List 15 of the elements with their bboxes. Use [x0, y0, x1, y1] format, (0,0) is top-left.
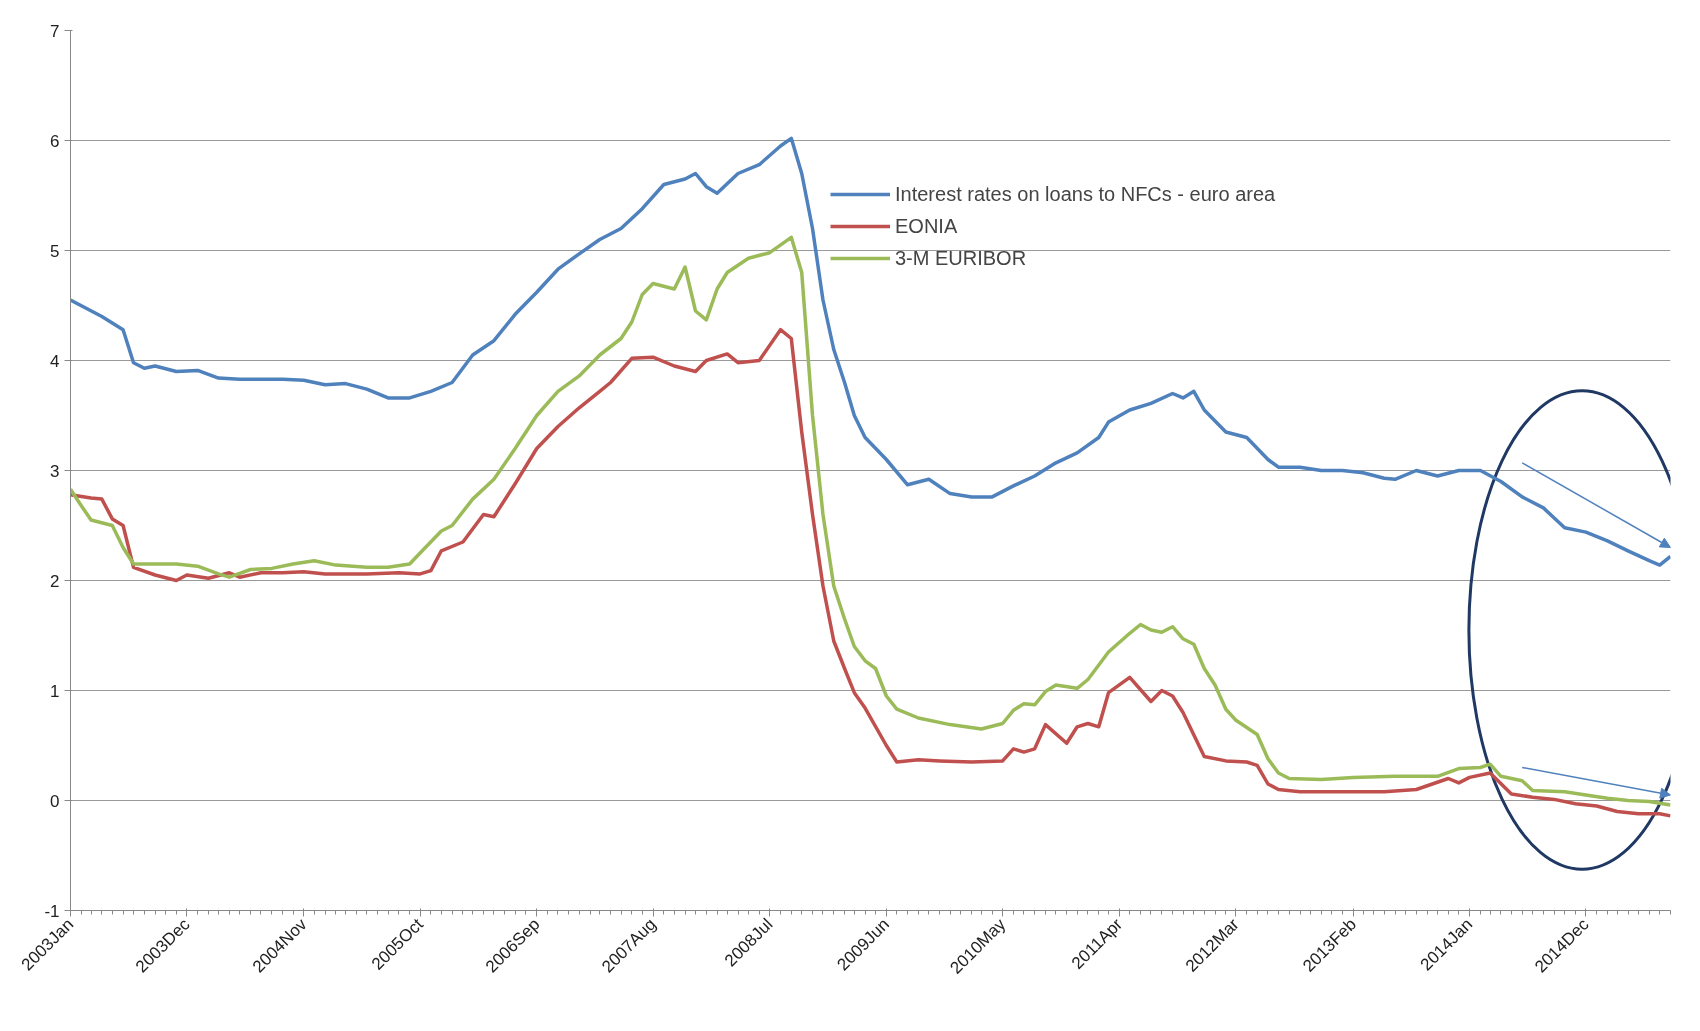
y-tick-label: 6: [50, 131, 60, 151]
y-tick-label: 7: [50, 21, 60, 41]
y-tick-label: 5: [50, 241, 60, 261]
legend-label: 3-M EURIBOR: [895, 246, 1028, 270]
y-tick-label: -1: [44, 901, 60, 921]
y-tick-label: 1: [50, 681, 60, 701]
legend-label: EONIA: [895, 214, 959, 238]
legend-label: Interest rates on loans to NFCs - euro area: [895, 182, 1277, 206]
y-tick-label: 2: [50, 571, 60, 591]
line-series: [70, 235, 1671, 807]
y-tick-label: 0: [50, 791, 60, 811]
line-series: [70, 327, 1671, 818]
y-tick-label: 4: [50, 351, 60, 371]
line-series: [70, 136, 1671, 567]
y-tick-label: 3: [50, 461, 60, 481]
